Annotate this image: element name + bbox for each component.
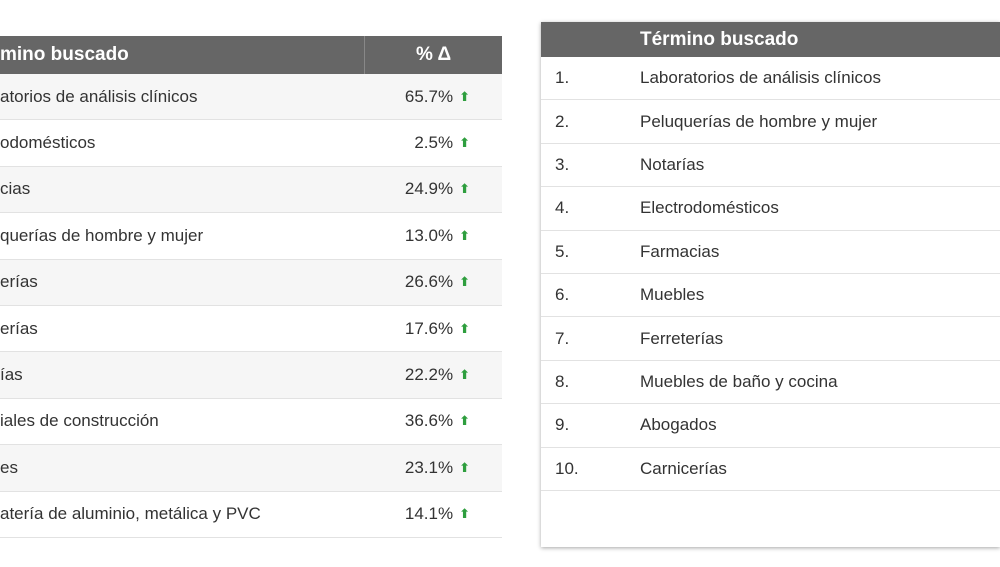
up-arrow-icon: ⬆ — [459, 227, 470, 243]
term-cell: atería de aluminio, metálica y PVC — [0, 504, 261, 524]
up-arrow-icon: ⬆ — [459, 274, 470, 290]
term-cell: Peluquerías de hombre y mujer — [640, 111, 878, 131]
rank-cell: 10. — [555, 458, 579, 478]
up-arrow-icon: ⬆ — [459, 135, 470, 151]
term-cell: Muebles — [640, 285, 705, 305]
term-cell: cias — [0, 179, 31, 199]
table-row: 1. Laboratorios de análisis clínicos — [541, 57, 1000, 101]
change-cell: 26.6% ⬆ — [405, 260, 470, 305]
rank-cell: 6. — [555, 285, 570, 305]
table-row: 2. Peluquerías de hombre y mujer — [541, 100, 1000, 144]
term-cell: ías — [0, 365, 23, 385]
change-value: 24.9% — [404, 179, 454, 199]
rank-cell: 3. — [555, 154, 570, 174]
change-value: 36.6% — [404, 411, 454, 431]
table-row: 9. Abogados — [541, 404, 1000, 448]
table-row: iales de construcción 36.6% ⬆ — [0, 399, 502, 446]
table-row: es 23.1% ⬆ — [0, 445, 502, 492]
up-arrow-icon: ⬆ — [459, 459, 470, 475]
table-body: atorios de análisis clínicos 65.7% ⬆ odomés… — [0, 74, 502, 538]
table-row: querías de hombre y mujer 13.0% ⬆ — [0, 213, 502, 260]
table-row: cias 24.9% ⬆ — [0, 166, 502, 214]
term-cell: Electrodomésticos — [640, 198, 779, 218]
rank-cell: 5. — [555, 241, 570, 261]
rank-cell: 7. — [555, 328, 570, 348]
table-row: atería de aluminio, metálica y PVC 14.1% ⬆ — [0, 492, 502, 538]
column-separator — [364, 36, 365, 74]
rank-cell: 4. — [555, 198, 570, 218]
term-cell: Abogados — [640, 415, 717, 435]
change-value: 14.1% — [404, 504, 454, 524]
header-cell: Término buscado — [640, 28, 799, 50]
term-cell: Ferreterías — [640, 328, 724, 348]
table-row: erías 17.6% ⬆ — [0, 306, 502, 353]
change-value: 13.0% — [404, 225, 454, 245]
table-row: 10. Carnicerías — [541, 448, 1000, 491]
change-value: 17.6% — [404, 318, 454, 338]
term-cell: Farmacias — [640, 241, 720, 261]
table-row: ías 22.2% ⬆ — [0, 352, 502, 399]
up-arrow-icon: ⬆ — [459, 506, 470, 522]
rank-cell: 1. — [555, 68, 570, 88]
change-cell: 14.1% ⬆ — [405, 492, 470, 537]
rank-cell: 9. — [555, 415, 570, 435]
table-row: 5. Farmacias — [541, 231, 1000, 274]
change-table: mino buscado % Δ atorios de análisis clí… — [0, 36, 502, 538]
change-cell: 2.5% ⬆ — [414, 120, 470, 165]
table-body: 1. Laboratorios de análisis clínicos 2. Pel… — [541, 57, 1000, 491]
term-cell: Notarías — [640, 154, 705, 174]
up-arrow-icon: ⬆ — [459, 88, 470, 104]
up-arrow-icon: ⬆ — [459, 320, 470, 336]
table-row: 8. Muebles de baño y cocina — [541, 361, 1000, 405]
table-row: 6. Muebles — [541, 274, 1000, 318]
up-arrow-icon: ⬆ — [459, 181, 470, 197]
table-row: atorios de análisis clínicos 65.7% ⬆ — [0, 74, 502, 121]
table-row: 3. Notarías — [541, 144, 1000, 188]
table-row: 7. Ferreterías — [541, 317, 1000, 361]
rank-cell: 8. — [555, 371, 570, 391]
term-cell: atorios de análisis clínicos — [0, 86, 198, 106]
up-arrow-icon: ⬆ — [459, 367, 470, 383]
table-header: Término buscado — [541, 22, 1000, 57]
table-row: erías 26.6% ⬆ — [0, 259, 502, 306]
term-cell: erías — [0, 272, 38, 292]
table-row: 4. Electrodomésticos — [541, 187, 1000, 231]
change-value: 2.5% — [414, 133, 454, 153]
rank-cell: 2. — [555, 111, 570, 131]
change-value: 22.2% — [404, 365, 454, 385]
header-cell: % Δ — [416, 44, 452, 65]
change-cell: 65.7% ⬆ — [405, 74, 470, 119]
change-cell: 13.0% ⬆ — [405, 213, 470, 258]
change-cell: 36.6% ⬆ — [405, 399, 470, 444]
term-cell: es — [0, 457, 18, 477]
term-cell: Muebles de baño y cocina — [640, 371, 838, 391]
change-cell: 22.2% ⬆ — [405, 352, 470, 397]
up-arrow-icon: ⬆ — [459, 413, 470, 429]
table-row: odomésticos 2.5% ⬆ — [0, 120, 502, 167]
change-cell: 23.1% ⬆ — [405, 445, 470, 490]
term-cell: erías — [0, 318, 38, 338]
table-header: mino buscado % Δ — [0, 36, 502, 74]
term-cell: Carnicerías — [640, 458, 727, 478]
change-cell: 24.9% ⬆ — [405, 167, 470, 212]
header-cell: mino buscado — [0, 44, 129, 65]
change-value: 23.1% — [404, 457, 454, 477]
change-value: 65.7% — [404, 86, 454, 106]
term-cell: odomésticos — [0, 133, 96, 153]
change-cell: 17.6% ⬆ — [405, 306, 470, 351]
term-cell: querías de hombre y mujer — [0, 225, 204, 245]
term-cell: iales de construcción — [0, 411, 159, 431]
ranking-table: Término buscado 1. Laboratorios de anális… — [541, 22, 1000, 547]
change-value: 26.6% — [404, 272, 454, 292]
term-cell: Laboratorios de análisis clínicos — [640, 68, 881, 88]
